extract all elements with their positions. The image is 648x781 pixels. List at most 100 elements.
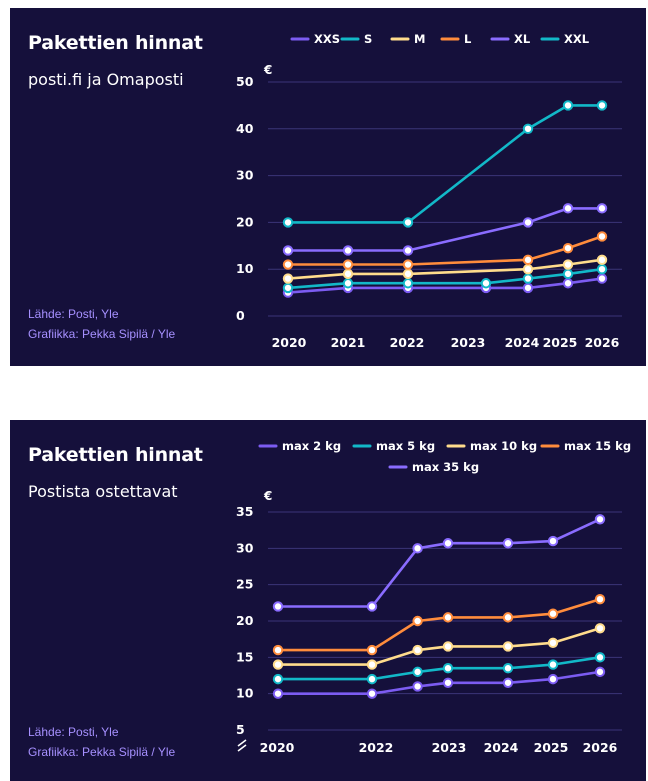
x-tick-label: 2020 xyxy=(260,740,295,755)
data-point xyxy=(562,268,574,280)
data-point xyxy=(412,681,423,692)
legend-label: XXS xyxy=(314,32,340,46)
data-point xyxy=(596,273,608,284)
data-point xyxy=(502,538,514,549)
y-tick-label: 10 xyxy=(236,686,254,701)
y-tick-label: 50 xyxy=(236,74,254,89)
data-point xyxy=(547,637,559,649)
x-tick-label: 2025 xyxy=(534,740,569,755)
data-point xyxy=(594,594,606,605)
chart-title: Pakettien hinnat xyxy=(28,32,203,54)
data-point xyxy=(522,273,534,284)
data-point xyxy=(502,641,514,652)
data-point xyxy=(442,538,454,549)
y-tick-label: 35 xyxy=(236,504,253,519)
data-point xyxy=(547,535,559,547)
data-point xyxy=(366,659,378,670)
data-point xyxy=(412,666,423,678)
y-unit-label: € xyxy=(263,489,272,503)
data-point xyxy=(282,282,294,294)
data-point xyxy=(594,514,606,525)
data-point xyxy=(272,644,284,656)
source-credits: Lähde: Posti, Yle Grafiikka: Pekka Sipil… xyxy=(28,722,175,762)
data-point xyxy=(442,612,454,623)
legend-label: S xyxy=(364,32,372,46)
data-point xyxy=(342,259,354,270)
axis-break-stroke xyxy=(237,739,247,747)
line-chart: 0 10 20 30 40 50 €2020 2021 2022 2023 2024 2025 2026… xyxy=(236,32,622,350)
data-point xyxy=(402,259,414,270)
series-line xyxy=(286,235,604,266)
legend-label: XXL xyxy=(564,32,590,46)
data-point xyxy=(442,663,454,674)
data-point xyxy=(547,673,559,685)
series-line xyxy=(286,277,604,294)
y-tick-label: 20 xyxy=(236,214,254,229)
y-tick-label: 10 xyxy=(236,261,254,276)
x-tick-label: 2026 xyxy=(583,740,618,755)
legend-label: max 2 kg xyxy=(282,439,341,453)
data-point xyxy=(522,123,534,135)
data-point xyxy=(596,254,608,266)
y-unit-label: € xyxy=(263,63,272,77)
data-point xyxy=(442,677,454,688)
data-point xyxy=(502,612,514,623)
legend-label: M xyxy=(414,32,425,46)
data-point xyxy=(366,644,378,656)
data-point xyxy=(562,242,574,254)
data-point xyxy=(366,601,378,612)
data-point xyxy=(402,268,414,280)
data-point xyxy=(547,608,559,619)
series-line xyxy=(286,104,604,224)
axis-break-stroke xyxy=(237,744,247,752)
legend-label: max 15 kg xyxy=(564,439,631,453)
source-line: Lähde: Posti, Yle xyxy=(28,307,119,321)
data-point xyxy=(342,278,354,289)
data-point xyxy=(522,264,534,275)
legend-label: max 5 kg xyxy=(376,439,435,453)
data-point xyxy=(522,282,534,294)
data-point xyxy=(594,623,606,634)
x-tick-label: 2023 xyxy=(432,740,467,755)
data-point xyxy=(412,543,423,554)
credit-line: Grafiikka: Pekka Sipilä / Yle xyxy=(28,327,176,341)
data-point xyxy=(502,663,514,674)
series-line xyxy=(286,258,604,280)
chart-panel-1: Pakettien hinnat posti.fi ja Omaposti Lä… xyxy=(10,8,646,366)
y-tick-label: 20 xyxy=(236,613,254,628)
x-tick-label: 2026 xyxy=(585,335,620,350)
data-point xyxy=(366,673,378,685)
data-point xyxy=(522,217,534,228)
source-credits: Lähde: Posti, Yle Grafiikka: Pekka Sipil… xyxy=(28,304,175,344)
x-tick-label: 2024 xyxy=(484,740,519,755)
data-point xyxy=(402,217,414,228)
x-tick-label: 2021 xyxy=(331,335,366,350)
chart-panel-2: Pakettien hinnat Postista ostettavat Läh… xyxy=(10,420,646,781)
x-tick-label: 2024 xyxy=(505,335,540,350)
legend-label: XL xyxy=(514,32,531,46)
data-point xyxy=(412,615,423,627)
data-point xyxy=(342,245,354,256)
data-point xyxy=(442,641,454,652)
data-point xyxy=(594,666,606,678)
y-tick-label: 5 xyxy=(236,722,245,737)
data-point xyxy=(596,264,608,275)
data-point xyxy=(502,677,514,688)
series-line xyxy=(286,207,604,252)
data-point xyxy=(282,245,294,256)
y-tick-label: 0 xyxy=(236,308,245,323)
y-tick-label: 25 xyxy=(236,577,253,592)
data-point xyxy=(562,203,574,214)
data-point xyxy=(402,278,414,289)
data-point xyxy=(596,231,608,242)
data-point xyxy=(272,601,284,612)
data-point xyxy=(342,268,354,280)
data-point xyxy=(596,203,608,214)
x-tick-label: 2022 xyxy=(390,335,425,350)
data-point xyxy=(282,259,294,270)
data-point xyxy=(596,100,608,111)
x-tick-label: 2025 xyxy=(543,335,578,350)
data-point xyxy=(402,245,414,256)
legend-label: max 10 kg xyxy=(470,439,537,453)
